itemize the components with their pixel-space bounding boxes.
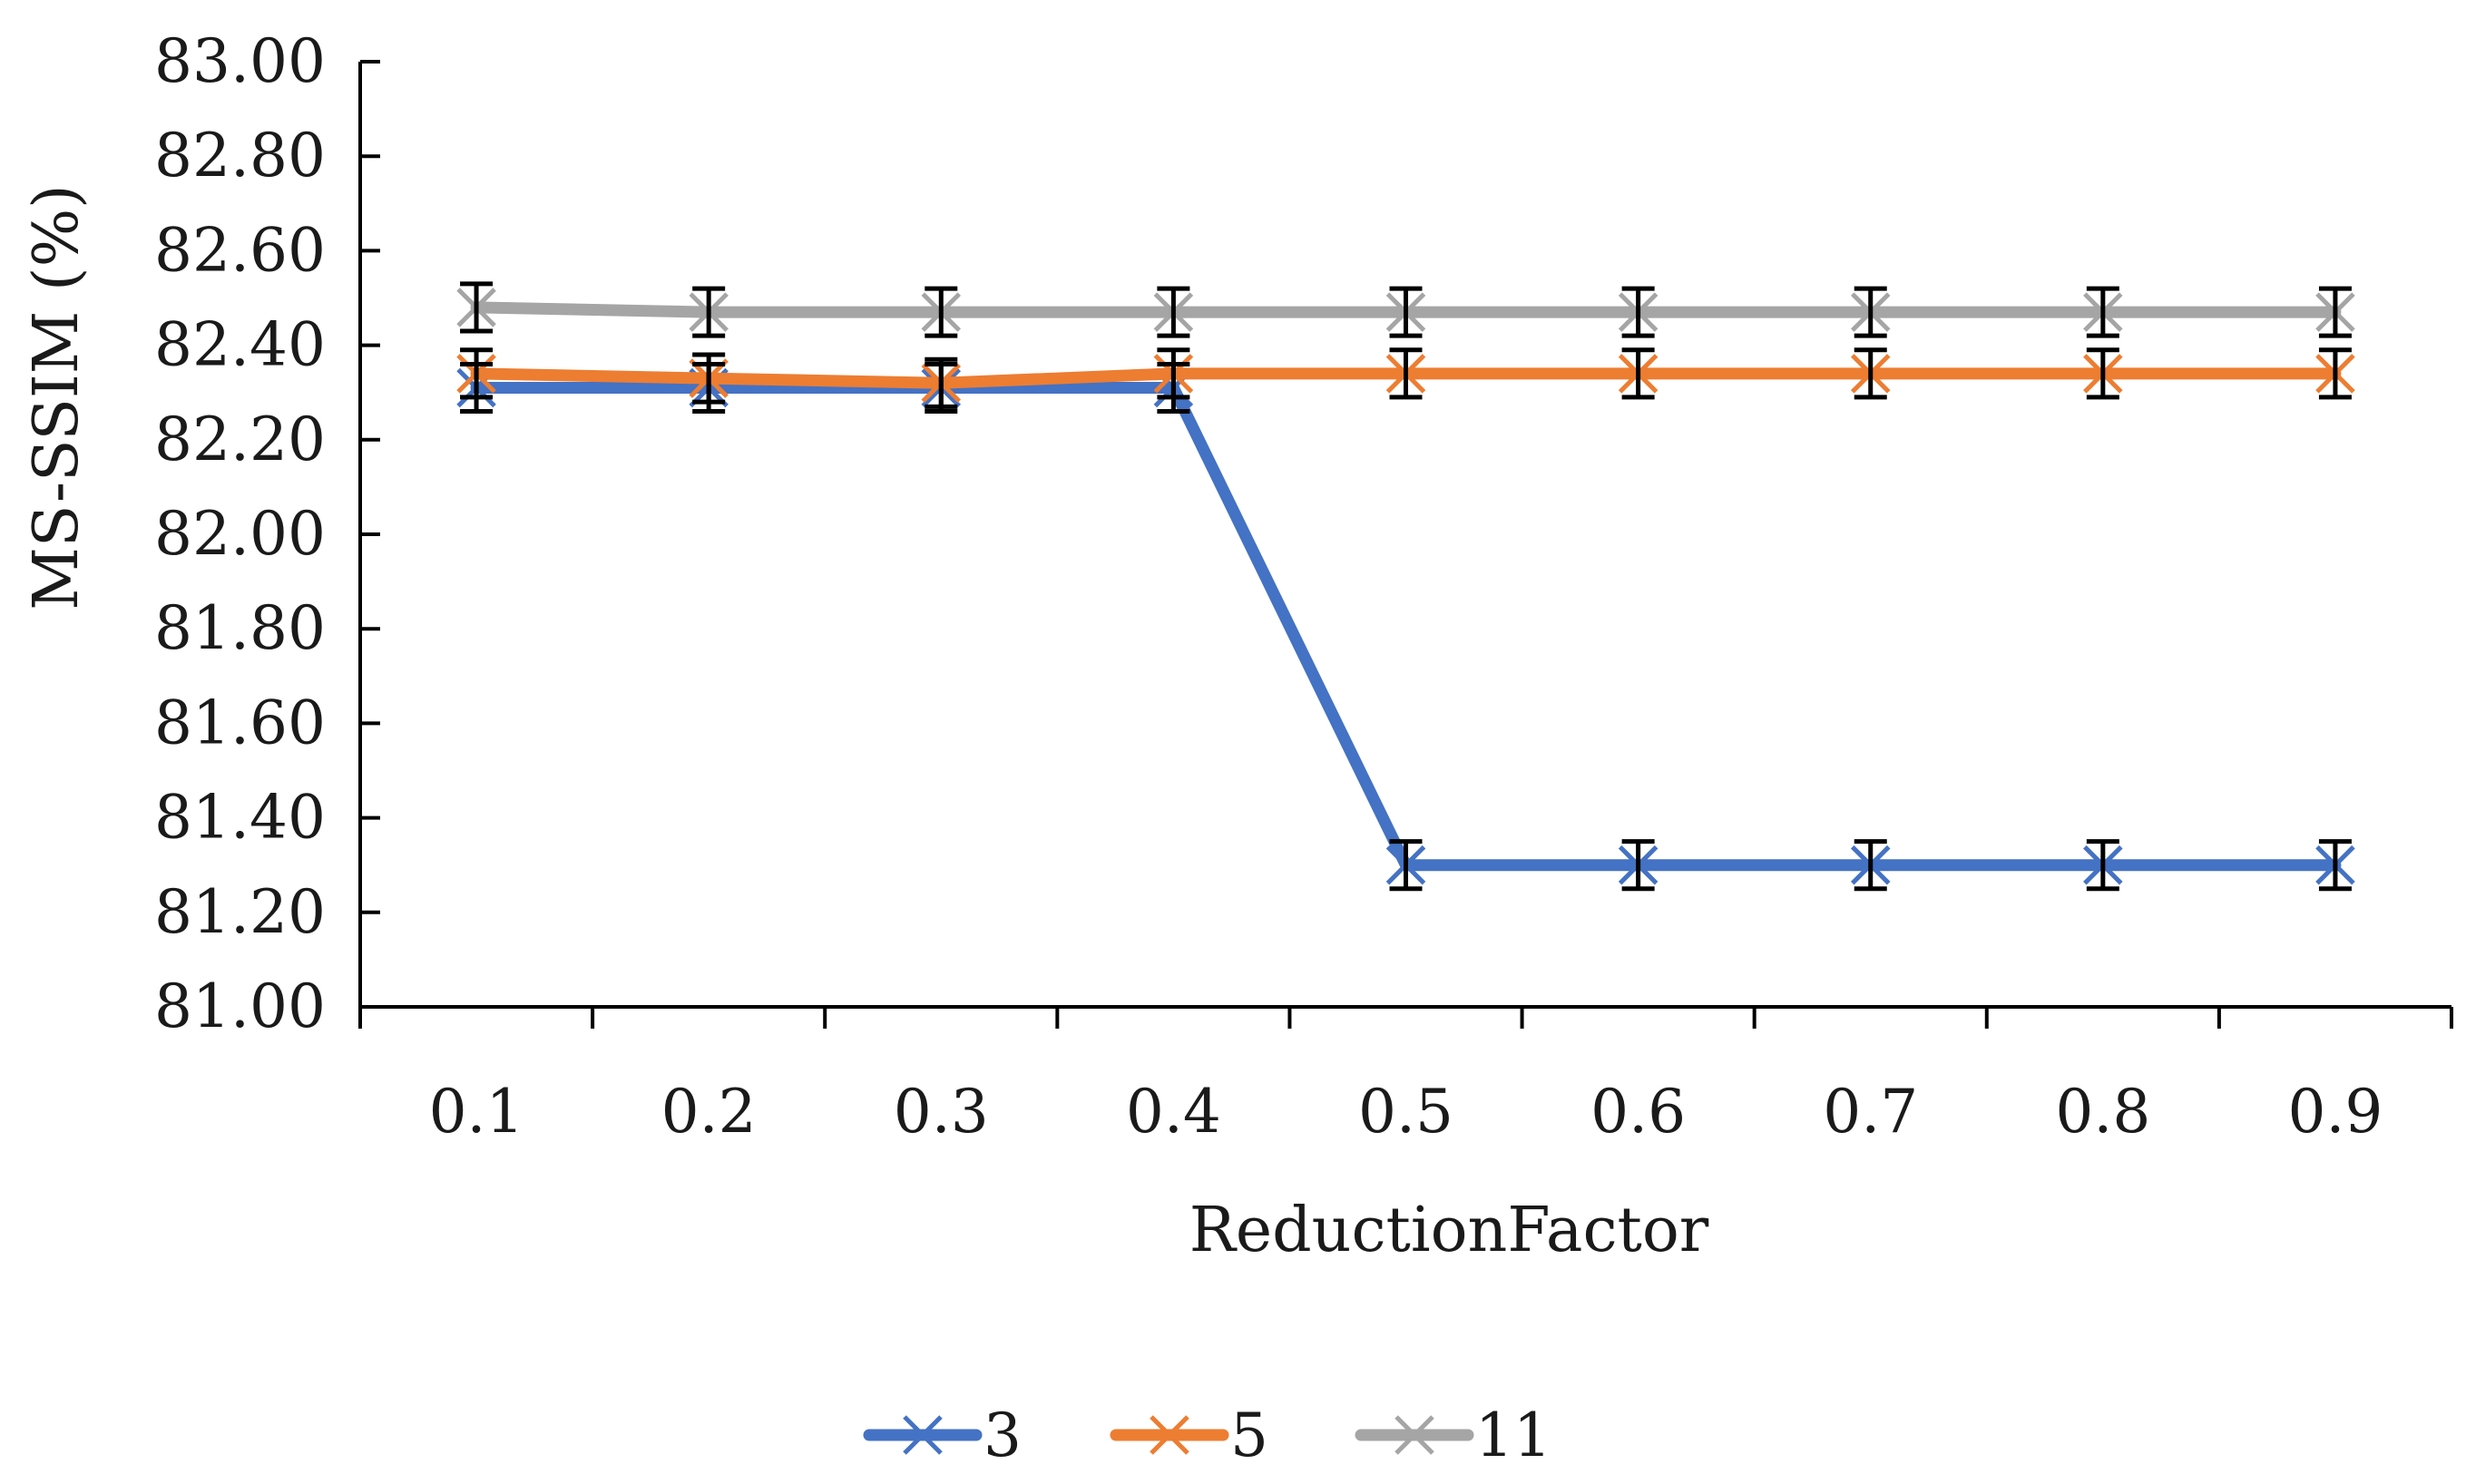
error-bar	[460, 347, 494, 400]
legend-item-11: 11	[1355, 1401, 1551, 1470]
y-tick-label: 81.20	[154, 877, 326, 947]
y-tick-label: 82.00	[154, 499, 326, 569]
error-bar	[1389, 839, 1423, 892]
error-bar	[1621, 347, 1655, 400]
error-bar	[460, 281, 494, 334]
y-tick-label: 81.60	[154, 688, 326, 757]
x-tick-label: 0.3	[894, 1077, 989, 1147]
error-bar	[1389, 347, 1423, 400]
error-bar	[2086, 839, 2119, 892]
y-tick-label: 82.20	[154, 405, 326, 474]
x-tick-label: 0.7	[1823, 1077, 1918, 1147]
error-bar	[1854, 286, 1887, 338]
error-bar	[1389, 286, 1423, 338]
series-line-3	[470, 381, 2342, 872]
y-tick-label: 82.40	[154, 310, 326, 380]
error-bar	[692, 352, 726, 405]
y-tick-label: 82.60	[154, 215, 326, 285]
legend-item-3: 3	[863, 1401, 1022, 1470]
legend-label: 11	[1475, 1401, 1551, 1470]
legend-label: 5	[1230, 1401, 1268, 1470]
y-axis: 81.00 81.20 81.40 81.60 81.80 82.00 82.20 82.40…	[154, 26, 380, 1041]
series-3	[456, 367, 2355, 885]
plot-area	[456, 281, 2355, 892]
error-bar	[1157, 286, 1190, 338]
x-tick-label: 0.8	[2055, 1077, 2150, 1147]
error-bar	[1854, 839, 1887, 892]
y-tick-label: 82.80	[154, 121, 326, 190]
legend-swatch-marker	[1150, 1415, 1189, 1455]
legend-item-5: 5	[1110, 1401, 1268, 1470]
x-tick-label: 0.2	[661, 1077, 757, 1147]
error-bar	[1854, 347, 1887, 400]
x-axis: 0.1 0.2 0.3 0.4 0.5 0.6 0.7 0.8 0.9	[358, 1005, 2453, 1147]
x-tick-label: 0.9	[2287, 1077, 2383, 1147]
legend-swatch-marker	[1394, 1415, 1434, 1455]
error-bar	[692, 286, 726, 338]
error-bar	[2318, 286, 2352, 338]
y-tick-label: 81.80	[154, 593, 326, 663]
x-tick-label: 0.4	[1126, 1077, 1221, 1147]
legend-label: 3	[983, 1401, 1022, 1470]
x-tick-label: 0.1	[429, 1077, 524, 1147]
error-bars	[460, 281, 2352, 892]
error-bar	[2086, 347, 2119, 400]
x-tick-label: 0.6	[1590, 1077, 1686, 1147]
y-tick-label: 81.00	[154, 971, 326, 1041]
y-tick-label: 83.00	[154, 26, 326, 96]
legend-swatch-marker	[903, 1415, 943, 1455]
error-bar	[925, 356, 958, 409]
y-tick-label: 81.40	[154, 783, 326, 853]
legend: 3 5 11	[863, 1401, 1551, 1470]
error-bar	[2318, 839, 2352, 892]
error-bar	[2318, 347, 2352, 400]
x-axis-title: ReductionFactor	[1189, 1195, 1709, 1266]
x-tick-label: 0.5	[1358, 1077, 1453, 1147]
error-bar	[2086, 286, 2119, 338]
y-axis-title: MS-SSIM (%)	[21, 184, 93, 610]
error-bar	[925, 286, 958, 338]
error-bar	[1621, 839, 1655, 892]
error-bar	[1157, 347, 1190, 400]
error-bar	[1621, 286, 1655, 338]
